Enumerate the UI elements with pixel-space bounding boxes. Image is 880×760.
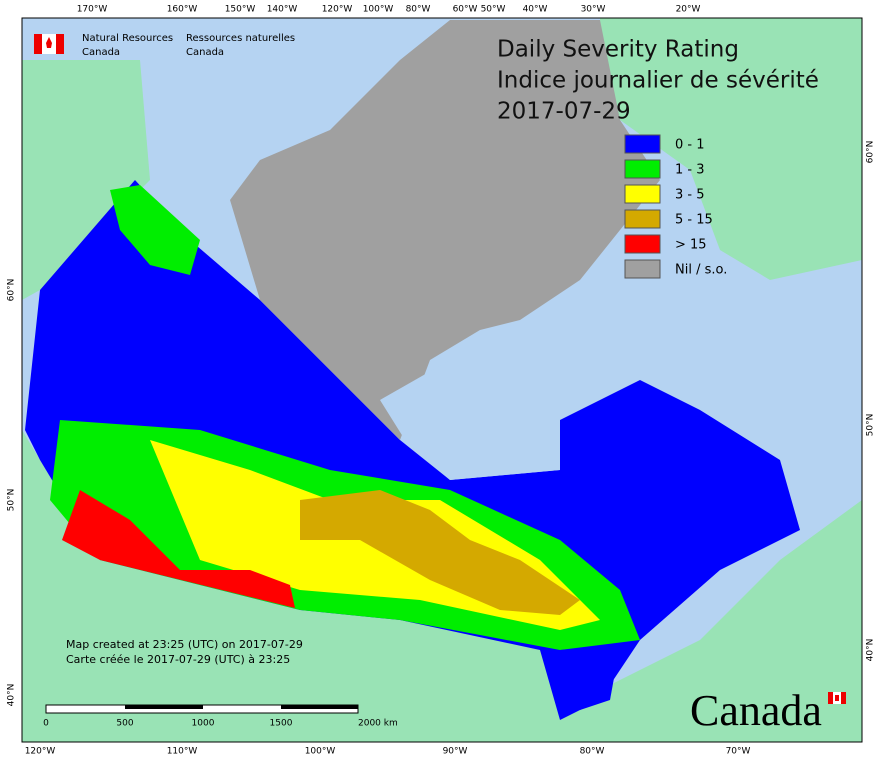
scale-label: 0	[43, 719, 49, 729]
credit-line: Carte créée le 2017-07-29 (UTC) à 23:25	[66, 653, 290, 666]
lon-label: 100°W	[305, 747, 336, 757]
lon-label: 80°W	[580, 747, 605, 757]
legend-label: 0 - 1	[675, 138, 705, 153]
zone-orange	[300, 490, 580, 615]
title-line: Indice journalier de sévérité	[497, 68, 819, 94]
lon-label: 160°W	[167, 5, 198, 15]
lon-label: 140°W	[267, 5, 298, 15]
flag-bar	[56, 34, 64, 54]
scale-seg	[125, 705, 203, 709]
agency-fr: Ressources naturelles	[186, 33, 295, 44]
legend-swatch	[624, 159, 661, 179]
scale-label: 2000 km	[358, 719, 398, 729]
lon-label: 120°W	[322, 5, 353, 15]
lat-label: 60°N	[7, 279, 17, 302]
credit-line: Map created at 23:25 (UTC) on 2017-07-29	[66, 638, 303, 651]
lat-label: 60°N	[866, 141, 876, 164]
lon-label: 150°W	[225, 5, 256, 15]
arctic-nil	[230, 20, 660, 440]
agency-en: Natural Resources	[82, 33, 173, 44]
lat-label: 40°N	[7, 684, 17, 707]
legend-swatch	[624, 134, 661, 154]
scale-label: 1000	[192, 719, 215, 729]
lon-label: 70°W	[726, 747, 751, 757]
scale-seg	[281, 705, 358, 709]
lat-label: 50°N	[7, 489, 17, 512]
ontario-south	[560, 645, 620, 710]
legend-label: 1 - 3	[675, 163, 705, 178]
zone-red	[62, 490, 295, 608]
lon-label: 80°W	[406, 5, 431, 15]
legend-label: Nil / s.o.	[675, 263, 727, 278]
lon-label: 120°W	[25, 747, 56, 757]
lon-label: 90°W	[443, 747, 468, 757]
lon-label: 30°W	[581, 5, 606, 15]
legend-swatch	[624, 234, 661, 254]
agency-fr: Canada	[186, 47, 224, 58]
legend-swatch	[624, 184, 661, 204]
wordmark-flag	[841, 692, 846, 704]
lon-label: 110°W	[167, 747, 198, 757]
flag-bar	[34, 34, 42, 54]
scale-label: 500	[116, 719, 133, 729]
title-line: Daily Severity Rating	[497, 37, 739, 63]
lon-label: 170°W	[77, 5, 108, 15]
hudson-bay	[380, 360, 560, 480]
lon-label: 20°W	[676, 5, 701, 15]
legend-label: > 15	[675, 238, 707, 253]
legend-label: 3 - 5	[675, 188, 705, 203]
wordmark-flag	[835, 695, 839, 701]
scale-label: 1500	[270, 719, 293, 729]
zone-green-north	[110, 185, 200, 275]
greenland	[600, 18, 862, 280]
lon-label: 50°W	[481, 5, 506, 15]
agency-en: Canada	[82, 47, 120, 58]
lon-label: 60°W	[453, 5, 478, 15]
frame	[21, 17, 863, 743]
united-states	[22, 430, 862, 742]
legend-swatch	[624, 209, 661, 229]
wordmark-flag	[828, 692, 833, 704]
lat-label: 50°N	[866, 414, 876, 437]
wordmark: Canada	[690, 686, 822, 735]
legend-swatch	[624, 259, 661, 279]
legend-label: 5 - 15	[675, 213, 713, 228]
alaska	[22, 60, 150, 300]
lat-label: 40°N	[866, 639, 876, 662]
lon-label: 40°W	[523, 5, 548, 15]
flag-leaf	[46, 37, 52, 48]
title-line: 2017-07-29	[497, 99, 631, 125]
lon-label: 100°W	[363, 5, 394, 15]
